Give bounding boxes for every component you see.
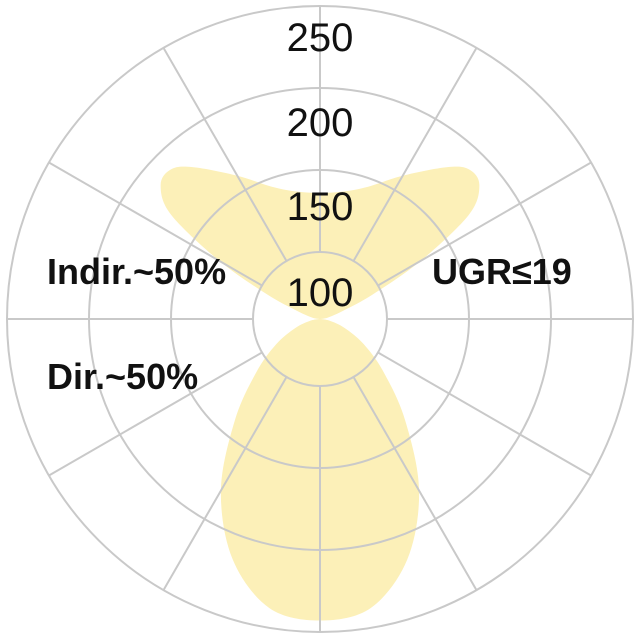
grid-spoke-210 xyxy=(162,376,288,591)
direct-share-label: Dir.~50% xyxy=(47,356,198,397)
ugr-label: UGR≤19 xyxy=(432,251,572,292)
radial-tick-250: 250 xyxy=(287,16,354,60)
grid-spoke-240 xyxy=(48,351,263,477)
grid-spoke-60 xyxy=(377,161,592,287)
radial-tick-100: 100 xyxy=(287,271,354,315)
grid-spoke-330 xyxy=(162,47,288,262)
grid-spoke-30 xyxy=(352,47,478,262)
radial-tick-200: 200 xyxy=(287,101,354,145)
grid-spoke-120 xyxy=(377,351,592,477)
grid-spoke-150 xyxy=(352,376,478,591)
grid-spoke-300 xyxy=(48,161,263,287)
polar-grid xyxy=(6,5,634,633)
indirect-share-label: Indir.~50% xyxy=(47,251,226,292)
radial-tick-150: 150 xyxy=(287,185,354,229)
